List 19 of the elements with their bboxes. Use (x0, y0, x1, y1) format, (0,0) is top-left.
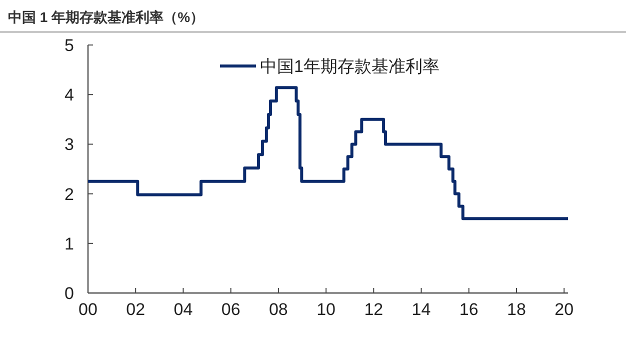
y-tick-label: 2 (64, 184, 74, 204)
y-tick-label: 4 (64, 86, 74, 105)
x-tick-label: 04 (174, 300, 193, 319)
x-tick-label: 16 (459, 300, 478, 319)
legend-label: 中国1年期存款基准利率 (260, 57, 440, 76)
y-tick-label: 3 (64, 135, 74, 154)
y-tick-label: 1 (64, 234, 74, 254)
x-tick-label: 10 (316, 300, 336, 319)
y-tick-label: 5 (64, 36, 74, 55)
x-tick-label: 14 (412, 300, 431, 319)
x-tick-label: 18 (507, 300, 526, 319)
x-tick-label: 06 (221, 300, 240, 319)
x-tick-label: 12 (364, 300, 384, 319)
x-tick-label: 00 (78, 300, 98, 319)
x-tick-label: 02 (126, 300, 146, 319)
x-tick-label: 08 (268, 300, 288, 319)
x-tick-label: 20 (554, 300, 574, 319)
y-tick-label: 0 (64, 284, 74, 303)
chart-title: 中国 1 年期存款基准利率（%） (8, 9, 204, 25)
